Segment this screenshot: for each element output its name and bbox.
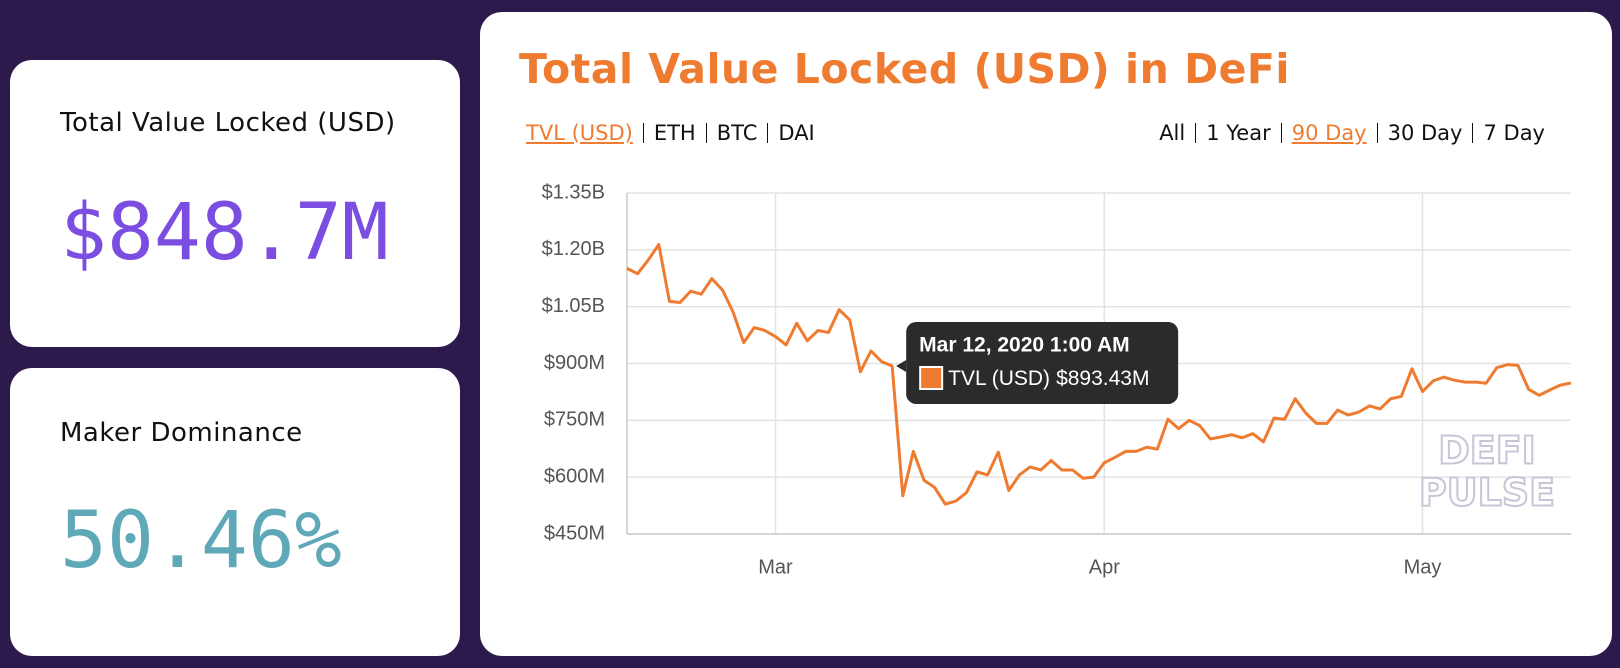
metric-tabs: TVL (USD) ETH BTC DAI xyxy=(516,121,825,145)
y-tick-label: $1.35B xyxy=(542,181,605,203)
x-tick-label: May xyxy=(1404,556,1442,578)
tvl-card: Total Value Locked (USD) $848.7M xyxy=(10,60,460,347)
tab[interactable]: 30 Day xyxy=(1376,123,1473,144)
card-value: $848.7M xyxy=(60,188,389,278)
y-tick-label: $600M xyxy=(544,465,605,487)
tooltip-date: Mar 12, 2020 1:00 AM xyxy=(919,334,1130,357)
tooltip-value: TVL (USD) $893.43M xyxy=(948,367,1149,390)
y-tick-label: $450M xyxy=(544,522,605,544)
tab[interactable]: 1 Year xyxy=(1195,123,1281,144)
y-tick-label: $1.20B xyxy=(542,238,605,260)
card-label: Maker Dominance xyxy=(60,418,303,448)
line xyxy=(626,243,1572,506)
card-value: 50.46% xyxy=(60,496,342,586)
tab[interactable]: BTC xyxy=(705,123,768,144)
x-tick-label: Apr xyxy=(1089,556,1120,578)
legend-swatch xyxy=(919,365,944,390)
tab[interactable]: All xyxy=(1159,121,1186,145)
x-tick-label: Mar xyxy=(758,556,793,578)
chart-title: Total Value Locked (USD) in DeFi xyxy=(519,45,1290,93)
watermark: PULSE xyxy=(1419,471,1555,515)
legend-label: TVL (USD) xyxy=(948,367,1050,390)
tooltip-box xyxy=(896,359,907,372)
dominance-card: Maker Dominance 50.46% xyxy=(10,368,460,656)
y-tick-label: $1.05B xyxy=(542,295,605,317)
card-label: Total Value Locked (USD) xyxy=(60,108,396,138)
watermark: DEFI xyxy=(1438,429,1536,473)
tab[interactable]: 7 Day xyxy=(1472,123,1555,144)
tooltip: Mar 12, 2020 1:00 AM TVL (USD) $893.43M xyxy=(896,321,1179,404)
tab[interactable]: 90 Day xyxy=(1280,123,1377,144)
tab[interactable]: ETH xyxy=(642,123,706,144)
tab[interactable]: DAI xyxy=(767,123,824,144)
y-tick-label: $750M xyxy=(544,409,605,431)
tooltip-box xyxy=(906,321,1179,404)
range-tabs: All 1 Year 90 Day 30 Day 7 Day xyxy=(1149,121,1555,145)
value-label: $893.43M xyxy=(1056,367,1149,390)
tab[interactable]: TVL (USD) xyxy=(526,121,633,145)
y-tick-label: $900M xyxy=(544,352,605,374)
